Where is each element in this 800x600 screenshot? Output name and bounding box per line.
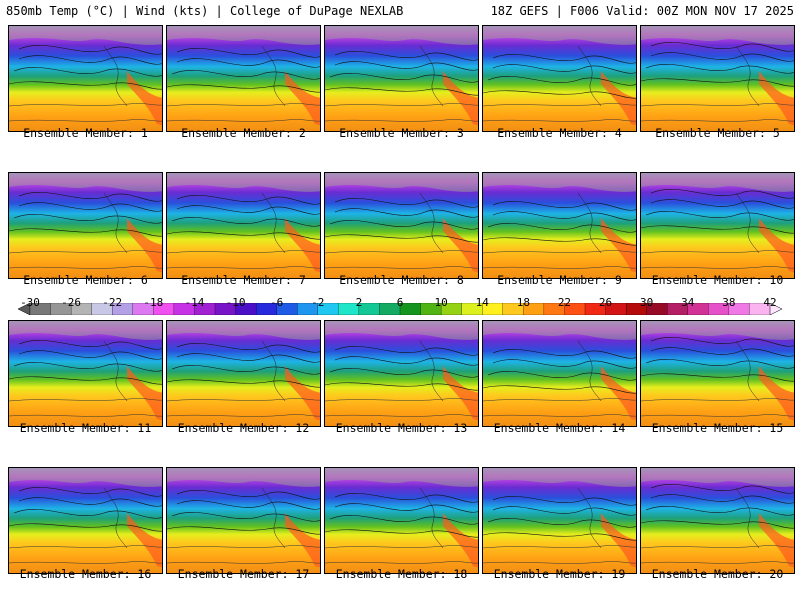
temperature-colorbar: [18, 303, 782, 315]
ensemble-member-label: Ensemble Member: 20: [651, 567, 784, 581]
colorbar-tick-label: -14: [184, 296, 205, 309]
ensemble-member-map: [166, 25, 321, 132]
colorbar-high-arrow: [769, 303, 782, 315]
temperature-wind-map: [325, 321, 478, 426]
map-title: 850mb Temp (°C) | Wind (kts) | College o…: [6, 4, 404, 18]
ensemble-member-map: [324, 25, 479, 132]
ensemble-member-map: [324, 467, 479, 574]
ensemble-member-label: Ensemble Member: 10: [651, 273, 784, 287]
temperature-wind-map: [9, 26, 162, 131]
ensemble-member-map: [640, 25, 795, 132]
ensemble-member-map: [166, 467, 321, 574]
colorbar-tick-label: -22: [102, 296, 123, 309]
colorbar-tick-label: 10: [434, 296, 448, 309]
ensemble-member-map: [8, 172, 163, 279]
ensemble-member-map: [482, 320, 637, 427]
temperature-wind-map: [325, 468, 478, 573]
ensemble-member-label: Ensemble Member: 14: [493, 421, 626, 435]
colorbar-tick-label: -2: [311, 296, 325, 309]
ensemble-member-map: [640, 172, 795, 279]
temperature-wind-map: [167, 321, 320, 426]
ensemble-member-label: Ensemble Member: 13: [335, 421, 468, 435]
colorbar-tick-label: 26: [598, 296, 613, 309]
temperature-wind-map: [483, 26, 636, 131]
temperature-wind-map: [325, 26, 478, 131]
temperature-wind-map: [483, 468, 636, 573]
ensemble-member-label: Ensemble Member: 4: [497, 126, 622, 140]
colorbar-tick-label: 30: [640, 296, 654, 309]
colorbar-tick-label: -26: [61, 296, 82, 309]
ensemble-member-map: [640, 467, 795, 574]
colorbar-tick-label: 14: [475, 296, 489, 309]
ensemble-member-label: Ensemble Member: 17: [177, 567, 310, 581]
ensemble-member-map: [324, 172, 479, 279]
temperature-wind-map: [483, 321, 636, 426]
ensemble-member-label: Ensemble Member: 19: [493, 567, 626, 581]
ensemble-member-map: [324, 320, 479, 427]
colorbar-tick-label: 22: [557, 296, 572, 309]
colorbar-tick-label: 2: [355, 296, 363, 309]
colorbar-tick-label: 34: [681, 296, 695, 309]
temperature-wind-map: [9, 321, 162, 426]
model-valid-time: 18Z GEFS | F006 Valid: 00Z MON NOV 17 20…: [490, 4, 794, 18]
ensemble-member-label: Ensemble Member: 9: [497, 273, 622, 287]
colorbar-tick-label: 42: [763, 296, 777, 309]
colorbar-tick-label: -10: [225, 296, 246, 309]
ensemble-member-label: Ensemble Member: 11: [19, 421, 152, 435]
ensemble-member-label: Ensemble Member: 6: [23, 273, 148, 287]
colorbar-tick-label: 6: [396, 296, 404, 309]
colorbar-tick-label: 38: [722, 296, 736, 309]
ensemble-member-map: [166, 172, 321, 279]
ensemble-member-map: [482, 172, 637, 279]
ensemble-member-label: Ensemble Member: 16: [19, 567, 152, 581]
ensemble-member-label: Ensemble Member: 8: [339, 273, 464, 287]
colorbar-tick-label: -30: [20, 296, 40, 309]
temperature-wind-map: [9, 468, 162, 573]
ensemble-member-label: Ensemble Member: 1: [23, 126, 148, 140]
ensemble-member-map: [8, 25, 163, 132]
ensemble-member-label: Ensemble Member: 5: [655, 126, 780, 140]
temperature-wind-map: [167, 26, 320, 131]
ensemble-member-map: [482, 25, 637, 132]
temperature-wind-map: [641, 321, 794, 426]
ensemble-member-label: Ensemble Member: 2: [181, 126, 306, 140]
temperature-wind-map: [167, 468, 320, 573]
ensemble-member-map: [8, 467, 163, 574]
ensemble-member-map: [640, 320, 795, 427]
ensemble-member-label: Ensemble Member: 15: [651, 421, 784, 435]
ensemble-member-map: [8, 320, 163, 427]
ensemble-member-label: Ensemble Member: 18: [335, 567, 468, 581]
ensemble-member-map: [482, 467, 637, 574]
temperature-wind-map: [167, 173, 320, 278]
temperature-wind-map: [641, 26, 794, 131]
ensemble-member-map: [166, 320, 321, 427]
colorbar-tick-label: -6: [270, 296, 284, 309]
temperature-wind-map: [483, 173, 636, 278]
temperature-wind-map: [9, 173, 162, 278]
ensemble-member-label: Ensemble Member: 7: [181, 273, 306, 287]
ensemble-member-label: Ensemble Member: 3: [339, 126, 464, 140]
ensemble-member-label: Ensemble Member: 12: [177, 421, 310, 435]
temperature-wind-map: [641, 468, 794, 573]
temperature-wind-map: [641, 173, 794, 278]
colorbar-tick-label: 18: [516, 296, 530, 309]
temperature-wind-map: [325, 173, 478, 278]
colorbar-tick-label: -18: [143, 296, 164, 309]
